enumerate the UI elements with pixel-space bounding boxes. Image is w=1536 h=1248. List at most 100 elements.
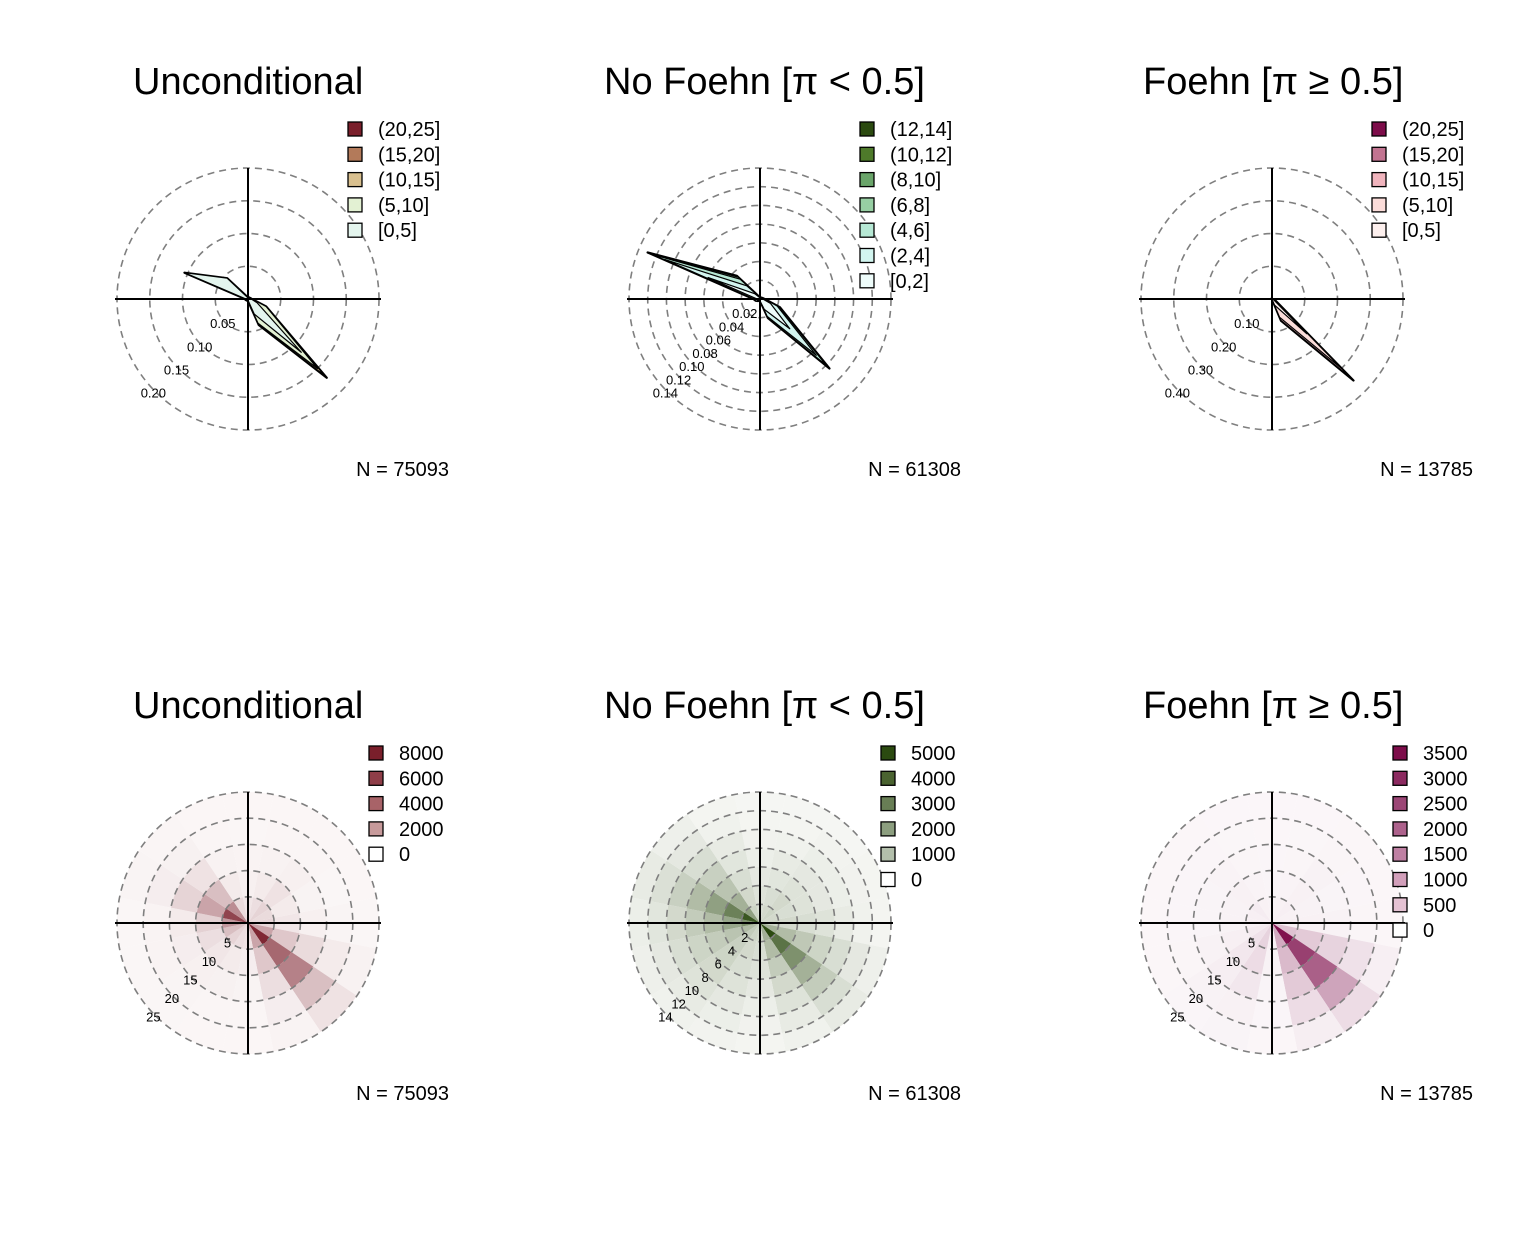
heatmap-cell	[741, 912, 760, 923]
heatmap-cell	[1143, 850, 1185, 903]
legend-label: 0	[911, 870, 922, 892]
sample-size-label: N = 75093	[356, 1083, 449, 1105]
ring-label: 0.20	[141, 386, 166, 401]
ring-label: 2	[741, 930, 748, 945]
heatmap-cell	[258, 966, 292, 1001]
heatmap-cell	[139, 814, 190, 865]
heatmap-cell	[1282, 845, 1316, 880]
panel-top-1: Unconditional 0.05 0.10 0.15 0.20 (20,25] (15,…	[115, 61, 449, 481]
ring-label: 0.20	[1211, 339, 1236, 354]
legend-swatch	[880, 871, 896, 888]
legend-label: 3000	[1423, 768, 1468, 790]
heatmap-cell	[697, 812, 742, 846]
heatmap-cell	[268, 1010, 321, 1052]
legend-swatch	[1371, 121, 1387, 137]
heatmap-cell	[1272, 897, 1287, 923]
heatmap-cell	[774, 831, 812, 861]
heatmap-cell	[1359, 850, 1401, 903]
legend-label: 1500	[1423, 844, 1468, 866]
heatmap-cell	[170, 933, 205, 967]
heatmap-cell	[853, 850, 889, 902]
sample-size-label: N = 13785	[1380, 1083, 1473, 1105]
legend-label: (15,20]	[378, 144, 440, 166]
legend-swatch	[1392, 871, 1408, 888]
legend-swatch	[880, 821, 896, 837]
heatmap-cell	[651, 814, 698, 861]
heatmap-cell	[1246, 908, 1272, 923]
heatmap-cell	[749, 923, 760, 942]
legend-label: 6000	[399, 768, 444, 790]
heatmap-cell	[631, 944, 667, 996]
heatmap-cell	[1206, 952, 1243, 989]
heatmap-cell	[822, 814, 869, 861]
legend-swatch	[859, 273, 875, 289]
heatmap-cell	[248, 901, 270, 923]
heatmap-cell	[253, 871, 278, 902]
heatmap-cell	[687, 1016, 739, 1052]
heatmap-cell	[1292, 794, 1345, 836]
legend-label: 4000	[911, 768, 956, 790]
ring-label: 5	[1248, 936, 1255, 951]
legend-swatch	[1392, 745, 1408, 761]
heatmap-cell	[781, 794, 833, 830]
legend-swatch	[368, 770, 384, 786]
heatmap-cell	[1143, 943, 1185, 996]
heatmap-cell	[1199, 794, 1252, 836]
heatmap-cell	[291, 879, 326, 913]
heatmap-cell	[728, 954, 753, 979]
panel-title: Foehn [π ≥ 0.5]	[1143, 685, 1403, 727]
ring-label: 0.02	[732, 306, 757, 321]
legend-label: [0,2]	[890, 271, 929, 293]
heatmap-cell	[631, 850, 667, 902]
heatmap-cell	[775, 926, 797, 944]
sample-size-label: N = 75093	[356, 459, 449, 481]
heatmap-cell	[1163, 814, 1214, 865]
heatmap-cell	[668, 871, 698, 909]
heatmap-cell	[723, 926, 745, 944]
heatmap-cell	[248, 908, 274, 923]
legend-label: 3500	[1423, 743, 1468, 765]
heatmap-cell	[741, 923, 760, 934]
heatmap-cell	[226, 901, 248, 923]
panel-title: Foehn [π ≥ 0.5]	[1143, 61, 1403, 103]
heatmap-cell	[262, 937, 292, 967]
legend-label: (5,10]	[1402, 195, 1453, 217]
heatmap-cell	[160, 966, 205, 1011]
heatmap-cell	[780, 943, 807, 970]
heatmap-cell	[749, 904, 760, 923]
heatmap-cell	[760, 923, 771, 942]
legend-swatch	[859, 146, 875, 162]
heatmap-cell	[801, 845, 838, 882]
legend-label: 2500	[1423, 794, 1468, 816]
heatmap-cell	[1163, 981, 1214, 1032]
legend-label: 500	[1423, 895, 1456, 917]
ring-label: 15	[183, 973, 197, 988]
heatmap-cell	[1242, 944, 1267, 975]
heatmap-cell	[335, 943, 377, 996]
heatmap-cell	[775, 902, 797, 920]
legend-swatch	[1371, 222, 1387, 238]
sample-size-label: N = 61308	[868, 459, 961, 481]
ring-label: 0.10	[679, 359, 704, 374]
heatmap-cell	[682, 845, 719, 882]
heatmap-cell	[1293, 928, 1324, 953]
heatmap-cell	[806, 881, 834, 913]
ring-label: 0.10	[1234, 316, 1259, 331]
ring-label: 0.06	[706, 333, 731, 348]
legend-label: 2000	[1423, 819, 1468, 841]
series-polygon	[183, 271, 328, 379]
legend-label: 2000	[911, 819, 956, 841]
legend-label: 3000	[911, 794, 956, 816]
heatmap-cell	[1257, 897, 1272, 923]
heatmap-cell	[713, 876, 740, 903]
heatmap-cell	[1315, 835, 1360, 880]
ring-label: 15	[1207, 973, 1221, 988]
legend-swatch	[347, 197, 363, 213]
legend-swatch	[859, 247, 875, 264]
ring-label: 5	[224, 936, 231, 951]
ring-label: 0.12	[666, 372, 691, 387]
heatmap-cell	[248, 923, 274, 938]
heatmap-cell	[1315, 879, 1350, 913]
legend-label: (10,15]	[378, 170, 440, 192]
